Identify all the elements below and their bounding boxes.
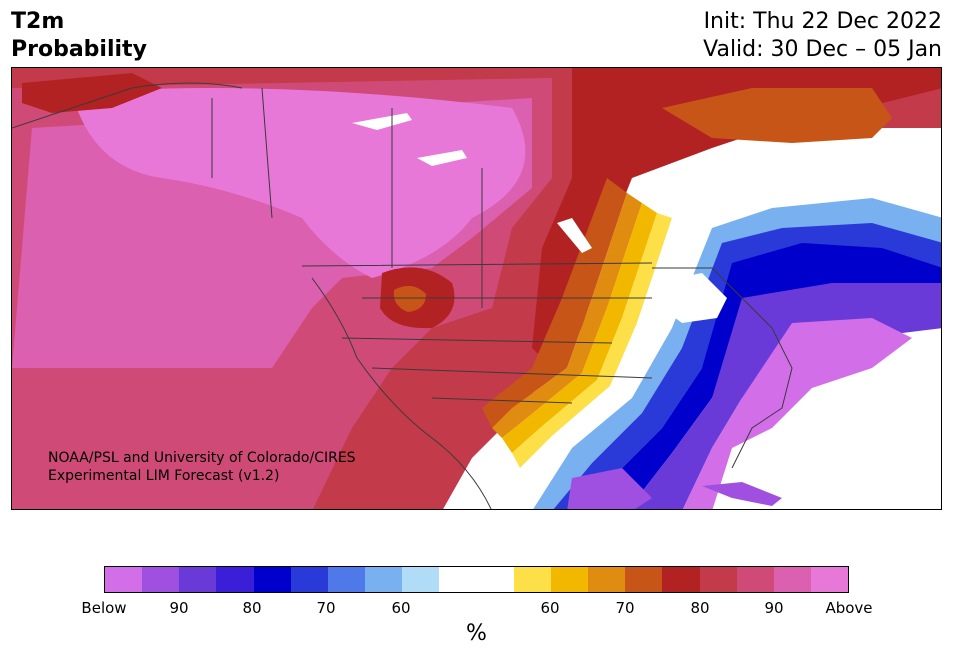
colorbar-cell	[142, 567, 180, 592]
colorbar-tick-label: 70	[316, 599, 336, 617]
colorbar-unit-label: %	[466, 621, 487, 646]
colorbar-cell	[773, 567, 811, 592]
great-slave-lake	[352, 113, 412, 130]
colorbar-tick-label: 60	[540, 599, 560, 617]
gulf-below-90	[567, 468, 652, 509]
init-date: Init: Thu 22 Dec 2022	[703, 9, 942, 34]
colorbar-tick-label: Above	[825, 599, 873, 617]
colorbar-cell	[365, 567, 403, 592]
valid-period: Valid: 30 Dec – 05 Jan	[703, 37, 942, 62]
colorbar-tick-label: 90	[169, 599, 189, 617]
cuba-below-90	[702, 482, 782, 506]
political-borders	[12, 82, 793, 509]
colorbar-tick-label: 70	[615, 599, 635, 617]
credit-line-2: Experimental LIM Forecast (v1.2)	[48, 468, 280, 484]
great-lakes	[652, 273, 727, 323]
great-bear-lake	[417, 150, 467, 166]
title-line-1: T2m	[11, 9, 65, 34]
colorbar-cell	[588, 567, 626, 592]
arctic-above-70	[662, 88, 892, 143]
map-title: T2m Probability	[11, 8, 147, 64]
band-above-65	[492, 193, 642, 438]
credit-text: NOAA/PSL and University of Colorado/CIRE…	[48, 449, 356, 485]
band-above-60	[502, 203, 657, 453]
neutral-zone	[517, 148, 941, 509]
band-above-55	[512, 213, 672, 468]
colorbar-cell	[105, 567, 143, 592]
colorbar-cell	[179, 567, 217, 592]
colorbar-cell	[810, 567, 849, 592]
map-canvas	[12, 68, 941, 509]
colorbar-cell	[476, 567, 514, 592]
credit-line-1: NOAA/PSL and University of Colorado/CIRE…	[48, 450, 356, 466]
colorbar	[104, 566, 849, 593]
colorbar-cell	[699, 567, 737, 592]
alaska-above-75	[22, 73, 162, 113]
title-line-2: Probability	[11, 37, 147, 62]
colorbar-cell	[736, 567, 774, 592]
colorbar-cell	[625, 567, 663, 592]
colorbar-tick-label: 60	[391, 599, 411, 617]
colorbar-tick-label: 80	[242, 599, 262, 617]
colorbar-tick-label: Below	[81, 599, 127, 617]
colorbar-cell	[439, 567, 477, 592]
colorbar-cell	[253, 567, 291, 592]
probability-map	[11, 67, 942, 510]
band-above-70	[482, 178, 627, 428]
colorbar-tick-label: 80	[690, 599, 710, 617]
band-below-75	[579, 243, 941, 509]
colorbar-cell	[662, 567, 700, 592]
colorbar-cell	[550, 567, 589, 592]
band-below-70	[553, 223, 941, 509]
colorbar-tick-label: 90	[764, 599, 784, 617]
forecast-dates: Init: Thu 22 Dec 2022 Valid: 30 Dec – 05…	[703, 8, 942, 64]
east-below-85	[628, 283, 941, 509]
lake-winnipeg	[557, 218, 592, 253]
colorbar-cell	[327, 567, 366, 592]
colorbar-cell	[402, 567, 440, 592]
colorbar-ticks: Below 90 80 70 60 60 70 80 90 Above	[81, 599, 872, 619]
land-above-max	[72, 88, 526, 278]
colorbar-cell	[290, 567, 328, 592]
colorbar-cell	[513, 567, 551, 592]
colorbar-cell	[216, 567, 254, 592]
east-below-max	[682, 318, 912, 509]
west-above-70-patch	[393, 285, 426, 312]
northeast-canada-above-75	[532, 68, 941, 368]
